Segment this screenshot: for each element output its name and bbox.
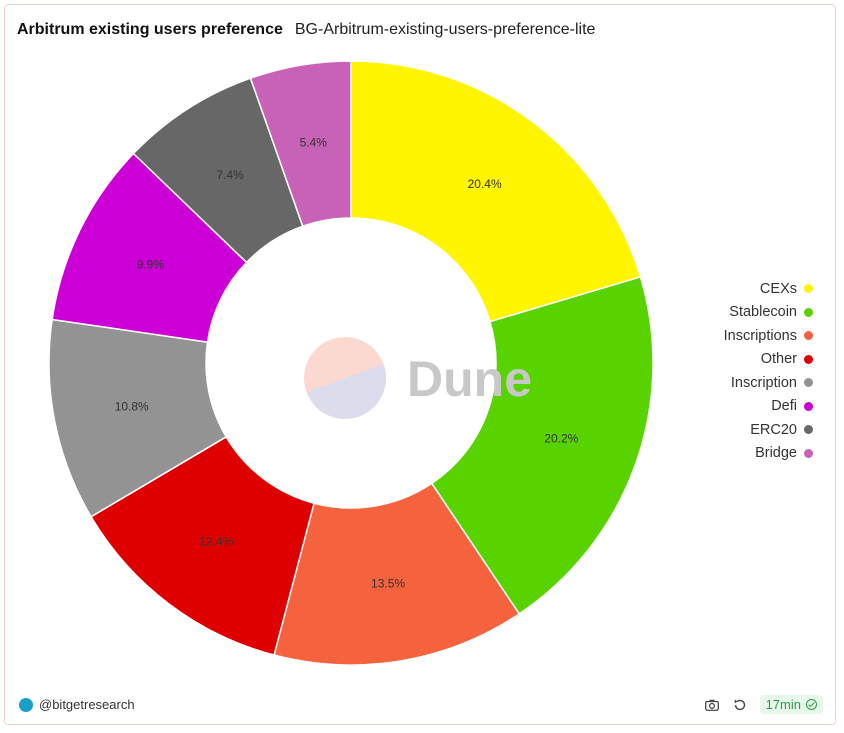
legend-item-inscriptions[interactable]: Inscriptions bbox=[724, 324, 813, 348]
slice-label: 7.4% bbox=[216, 168, 244, 182]
author-credit[interactable]: @bitgetresearch bbox=[19, 697, 135, 712]
slice-label: 20.2% bbox=[544, 432, 578, 446]
watermark-logo-lower-icon bbox=[306, 363, 387, 419]
slice-label: 9.9% bbox=[137, 258, 165, 272]
dune-watermark: Dune bbox=[304, 337, 532, 419]
slice-label: 20.4% bbox=[468, 177, 502, 191]
legend-swatch bbox=[804, 425, 813, 435]
chart-card: Arbitrum existing users preference BG-Ar… bbox=[4, 4, 836, 725]
slice-label: 12.4% bbox=[199, 534, 233, 548]
query-name: BG-Arbitrum-existing-users-preference-li… bbox=[294, 21, 596, 38]
legend-item-cexs[interactable]: CEXs bbox=[724, 277, 813, 301]
legend-item-erc20[interactable]: ERC20 bbox=[724, 418, 813, 442]
refresh-age: 17min bbox=[765, 697, 801, 712]
legend-label: Other bbox=[760, 351, 797, 368]
legend-label: Inscriptions bbox=[723, 327, 797, 344]
legend-label: CEXs bbox=[759, 280, 797, 297]
legend-swatch bbox=[804, 448, 813, 458]
watermark-text: Dune bbox=[407, 351, 532, 407]
legend-swatch bbox=[804, 307, 813, 317]
author-name: @bitgetresearch bbox=[39, 697, 135, 712]
legend-item-inscription[interactable]: Inscription bbox=[724, 371, 813, 395]
legend-swatch bbox=[804, 284, 813, 294]
chart-title: Arbitrum existing users preference bbox=[17, 21, 283, 38]
legend: CEXs Stablecoin Inscriptions Other Inscripti… bbox=[724, 277, 813, 465]
legend-item-defi[interactable]: Defi bbox=[724, 395, 813, 419]
slice-label: 5.4% bbox=[300, 136, 328, 150]
footer-actions: 17min bbox=[704, 695, 823, 714]
legend-label: Inscription bbox=[730, 374, 797, 391]
legend-label: Bridge bbox=[755, 445, 797, 462]
legend-swatch bbox=[804, 378, 813, 388]
legend-item-bridge[interactable]: Bridge bbox=[724, 442, 813, 466]
slice-label: 10.8% bbox=[115, 399, 149, 413]
legend-swatch bbox=[804, 354, 813, 364]
slice-inscription[interactable] bbox=[48, 318, 228, 518]
donut-chart: Dune 20.4% 20.2% 13.5% 12.4% 10.8% 9.9% 7.4% 5.… bbox=[48, 60, 654, 666]
slice-bridge[interactable] bbox=[249, 60, 352, 228]
legend-label: Defi bbox=[771, 398, 797, 415]
camera-icon[interactable] bbox=[704, 697, 720, 713]
refresh-age-badge[interactable]: 17min bbox=[759, 695, 823, 714]
slice-label: 13.5% bbox=[371, 576, 405, 590]
author-avatar-icon bbox=[19, 697, 33, 712]
check-circle-icon bbox=[806, 699, 817, 710]
refresh-icon[interactable] bbox=[732, 697, 748, 713]
slice-other[interactable] bbox=[90, 435, 315, 656]
legend-item-stablecoin[interactable]: Stablecoin bbox=[724, 301, 813, 325]
slice-inscriptions[interactable] bbox=[273, 482, 521, 666]
legend-label: ERC20 bbox=[750, 421, 797, 438]
slice-cexs[interactable] bbox=[350, 60, 642, 323]
legend-item-other[interactable]: Other bbox=[724, 348, 813, 372]
slice-stablecoin[interactable] bbox=[430, 275, 654, 615]
legend-swatch bbox=[804, 401, 813, 411]
legend-label: Stablecoin bbox=[729, 304, 797, 321]
legend-swatch bbox=[804, 331, 813, 341]
chart-header: Arbitrum existing users preference BG-Ar… bbox=[17, 21, 595, 39]
